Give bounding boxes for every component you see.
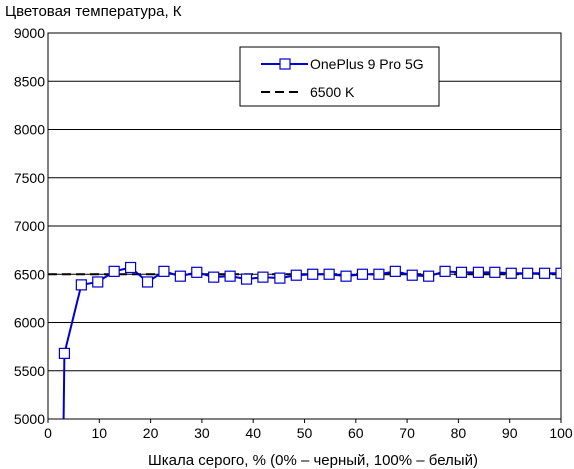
y-tick-label: 5500 xyxy=(14,363,45,379)
legend-box xyxy=(239,46,440,107)
x-tick-label: 30 xyxy=(194,425,210,441)
data-point-oneplus xyxy=(423,270,435,282)
data-point-oneplus xyxy=(489,266,501,278)
data-point-oneplus xyxy=(108,265,120,277)
legend: OnePlus 9 Pro 5G 6500 K xyxy=(239,46,440,107)
data-point-oneplus xyxy=(274,272,286,284)
legend-label-oneplus: OnePlus 9 Pro 5G xyxy=(310,56,424,72)
plot-area xyxy=(48,261,561,419)
data-point-oneplus xyxy=(340,270,352,282)
y-tick-label: 9000 xyxy=(14,25,45,41)
x-tick-label: 60 xyxy=(348,425,364,441)
series-layer xyxy=(48,261,561,419)
y-tick-label: 5000 xyxy=(14,411,45,427)
x-tick-label: 40 xyxy=(245,425,261,441)
legend-marker-oneplus xyxy=(279,58,291,70)
data-point-oneplus xyxy=(191,266,203,278)
data-point-oneplus xyxy=(240,273,253,285)
y-axis-title: Цветовая температура, К xyxy=(5,3,182,20)
data-point-oneplus xyxy=(538,267,551,279)
data-point-oneplus xyxy=(472,266,485,278)
y-tick-label: 7000 xyxy=(14,218,45,234)
data-point-oneplus xyxy=(505,267,517,279)
x-axis-title: Шкала серого, % (0% – черный, 100% – бел… xyxy=(148,452,478,469)
data-point-oneplus xyxy=(555,267,561,279)
data-point-oneplus xyxy=(58,347,71,359)
data-point-oneplus xyxy=(75,279,87,291)
data-point-oneplus xyxy=(307,268,319,280)
legend-label-6500k: 6500 K xyxy=(310,84,355,100)
x-tick-label: 90 xyxy=(502,425,518,441)
data-point-oneplus xyxy=(174,270,186,282)
data-point-oneplus xyxy=(92,276,104,288)
data-point-oneplus xyxy=(158,265,170,277)
data-point-oneplus xyxy=(257,271,269,283)
x-tick-label: 70 xyxy=(399,425,415,441)
y-tick-label: 6500 xyxy=(14,266,45,282)
data-point-oneplus xyxy=(141,276,154,288)
data-point-oneplus xyxy=(323,268,335,280)
x-tick-label: 80 xyxy=(451,425,467,441)
data-point-oneplus xyxy=(373,268,385,280)
data-point-oneplus xyxy=(406,269,418,281)
x-tick-label: 20 xyxy=(143,425,159,441)
data-point-oneplus xyxy=(290,269,302,281)
data-point-oneplus xyxy=(522,267,534,279)
data-point-oneplus xyxy=(439,265,451,277)
x-axis-ticks: 0 10 20 30 40 50 60 70 80 90 100 xyxy=(44,419,573,441)
data-point-oneplus xyxy=(356,268,369,280)
x-tick-label: 100 xyxy=(549,425,573,441)
y-tick-label: 7500 xyxy=(14,170,45,186)
data-point-oneplus xyxy=(389,265,401,277)
data-point-oneplus xyxy=(455,266,468,278)
x-tick-label: 50 xyxy=(297,425,313,441)
y-axis-ticks: 5000 5500 6000 6500 7000 7500 8000 8500 9000 xyxy=(14,25,45,427)
data-point-oneplus xyxy=(224,270,236,282)
data-point-oneplus xyxy=(208,271,220,283)
x-tick-label: 10 xyxy=(92,425,108,441)
y-tick-label: 8000 xyxy=(14,122,45,138)
data-point-oneplus xyxy=(124,261,137,274)
x-tick-label: 0 xyxy=(44,425,52,441)
y-tick-label: 6000 xyxy=(14,315,45,331)
y-tick-label: 8500 xyxy=(14,73,45,89)
